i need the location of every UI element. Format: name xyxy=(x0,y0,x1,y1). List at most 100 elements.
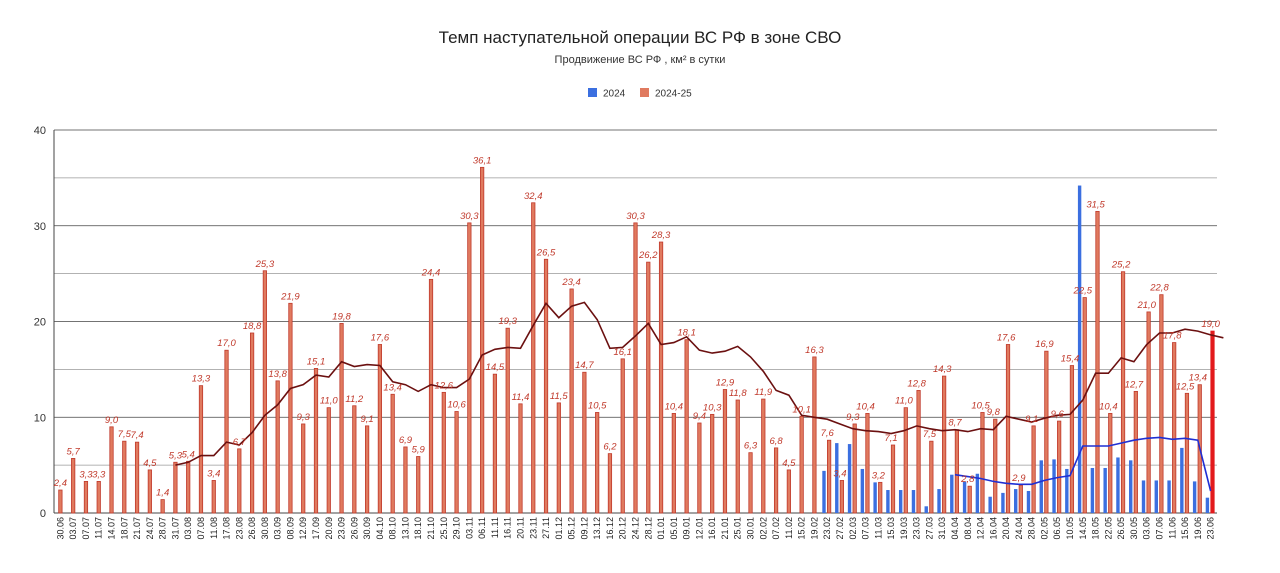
data-label: 3,2 xyxy=(872,470,886,481)
x-tick-label: 11.07 xyxy=(94,517,104,539)
bar-2024-25 xyxy=(710,413,715,514)
bar-2024-25 xyxy=(173,461,178,514)
x-tick-label: 14.07 xyxy=(107,517,117,540)
bar-2024 xyxy=(950,474,954,513)
bar-2024-25 xyxy=(773,447,779,514)
data-label: 9,1 xyxy=(361,414,374,425)
x-tick-label: 09.12 xyxy=(579,517,589,540)
chart-subtitle: Продвижение ВС РФ , км² в сутки xyxy=(554,54,726,66)
x-tick-label: 03.11 xyxy=(464,517,474,539)
x-tick-label: 05.12 xyxy=(567,517,577,540)
x-tick-label: 18.10 xyxy=(413,517,423,540)
data-label: 17,6 xyxy=(371,332,390,343)
data-label: 11,0 xyxy=(895,396,914,407)
data-label: 16,9 xyxy=(1035,339,1054,350)
x-tick-label: 11.06 xyxy=(1167,517,1177,539)
x-tick-label: 21.10 xyxy=(426,517,436,540)
data-label: 31,5 xyxy=(1086,199,1105,210)
bar-2024-25 xyxy=(658,241,664,514)
x-tick-label: 24.12 xyxy=(631,517,641,540)
data-label: 7,6 xyxy=(821,428,835,439)
data-label: 30,3 xyxy=(626,211,645,222)
bar-2024-25 xyxy=(697,422,702,514)
data-label: 6,8 xyxy=(769,436,783,447)
bar-2024-25 xyxy=(288,302,293,514)
bar-2024-25 xyxy=(134,441,140,514)
data-label: 12,5 xyxy=(1176,381,1195,392)
data-label: 13,4 xyxy=(1189,373,1208,384)
data-label: 13,8 xyxy=(268,369,287,380)
bar-2024-25 xyxy=(301,423,306,514)
y-tick-label: 40 xyxy=(34,125,46,137)
data-label: 3,3 xyxy=(79,469,93,480)
x-tick-label: 02.03 xyxy=(848,517,858,540)
data-label: 16,3 xyxy=(805,345,824,356)
bar-2024-25 xyxy=(1146,311,1151,514)
chart-title: Темп наступательной операции ВС РФ в зон… xyxy=(438,28,842,47)
data-label: 15,4 xyxy=(1061,354,1080,365)
bar-2024-25 xyxy=(916,390,921,514)
x-tick-label: 15.02 xyxy=(797,517,807,540)
data-label: 23,4 xyxy=(561,277,581,288)
x-tick-label: 19.03 xyxy=(899,517,909,540)
data-label: 7,1 xyxy=(884,433,897,444)
data-label: 7,5 xyxy=(118,429,132,440)
bar-2024-25 xyxy=(671,413,676,514)
bar-2024 xyxy=(1129,460,1133,513)
data-label: 3,4 xyxy=(833,468,846,479)
x-tick-label: 06.11 xyxy=(477,517,487,539)
bar-2024 xyxy=(1154,480,1158,513)
data-label: 6,9 xyxy=(399,435,413,446)
y-tick-label: 0 xyxy=(40,508,46,520)
data-label: 5,9 xyxy=(412,445,426,456)
bar-2024-25 xyxy=(390,393,395,514)
x-tick-label: 08.09 xyxy=(285,517,295,540)
x-tick-label: 07.08 xyxy=(196,517,206,540)
x-tick-label: 29.10 xyxy=(452,517,462,540)
legend-swatch-2024-25 xyxy=(640,88,649,97)
x-tick-label: 07.07 xyxy=(81,517,91,540)
bar-2024-25 xyxy=(352,405,357,514)
bar-2024 xyxy=(1205,497,1210,513)
data-label: 9,0 xyxy=(105,415,119,426)
bar-2024-25 xyxy=(1018,484,1023,514)
data-label: 9,4 xyxy=(693,411,706,422)
bar-2024-25 xyxy=(646,261,651,514)
data-label: 12,8 xyxy=(907,378,926,389)
data-label: 25,3 xyxy=(255,259,275,270)
bar-2024-25 xyxy=(339,323,344,514)
x-tick-label: 20.09 xyxy=(324,517,334,540)
bar-2024 xyxy=(975,473,980,513)
data-label: 9,1 xyxy=(1025,414,1038,425)
x-tick-label: 11.11 xyxy=(490,517,500,538)
bar-2024-25 xyxy=(761,398,766,514)
bar-2024-25 xyxy=(71,458,76,514)
bar-2024-25 xyxy=(198,385,204,514)
legend-swatch-2024 xyxy=(588,88,597,97)
y-tick-label: 20 xyxy=(34,317,46,329)
x-tick-label: 02.05 xyxy=(1039,517,1049,540)
bar-2024 xyxy=(873,482,877,513)
data-label: 7,5 xyxy=(923,429,937,440)
data-label: 14,3 xyxy=(933,364,952,375)
x-tick-label: 03.09 xyxy=(273,517,283,540)
data-label: 10,5 xyxy=(971,400,990,411)
bar-2024 xyxy=(822,470,826,513)
x-tick-label: 24.04 xyxy=(1014,517,1024,540)
x-tick-label: 27.11 xyxy=(541,517,551,539)
bar-2024-25 xyxy=(582,371,587,514)
bar-2024-25 xyxy=(454,411,459,514)
bar-2024 xyxy=(1077,185,1082,513)
bar-2024-25 xyxy=(1108,413,1113,514)
data-label: 19,0 xyxy=(1201,319,1220,330)
bar-2024-25 xyxy=(993,418,998,514)
data-label: 7,4 xyxy=(130,430,143,441)
x-tick-label: 30.09 xyxy=(362,517,372,540)
bar-2024-25 xyxy=(1069,365,1075,514)
x-tick-label: 28.07 xyxy=(158,517,168,540)
bar-2024 xyxy=(847,444,852,513)
x-tick-label: 15.03 xyxy=(886,517,896,540)
data-label: 4,5 xyxy=(143,458,157,469)
x-tick-label: 15.06 xyxy=(1180,517,1190,540)
x-tick-label: 20.04 xyxy=(1001,517,1011,540)
